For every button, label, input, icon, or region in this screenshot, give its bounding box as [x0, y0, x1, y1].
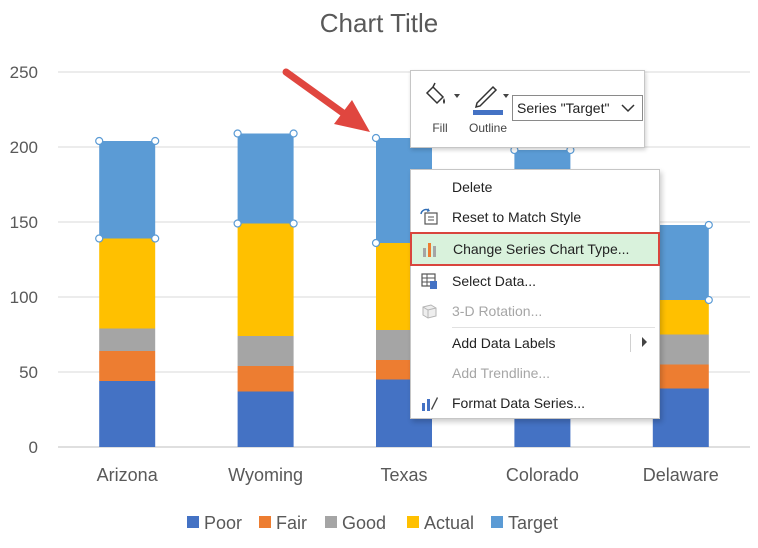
bar-segment-good-delaware[interactable] [652, 334, 709, 365]
selection-handle[interactable] [233, 219, 242, 228]
series-selector-value: Series "Target" [517, 100, 610, 116]
menu-item-label: Change Series Chart Type... [453, 241, 630, 257]
y-tick-label: 200 [10, 138, 38, 157]
menu-item-label: Delete [452, 179, 493, 195]
y-tick-label: 100 [10, 288, 38, 307]
cube-icon [422, 304, 437, 319]
selection-handle[interactable] [233, 129, 242, 138]
menu-item-3d-rotation[interactable]: 3-D Rotation... [411, 296, 659, 326]
menu-item-select-data[interactable]: Select Data... [411, 266, 659, 296]
menu-item-format-data-series[interactable]: Format Data Series... [411, 388, 659, 418]
x-tick-label: Wyoming [228, 465, 303, 485]
format-series-icon [422, 397, 438, 411]
menu-item-add-data-labels[interactable]: Add Data Labels [411, 328, 659, 358]
mini-toolbar: Fill Outline Series "Target" [410, 70, 645, 148]
legend-label-poor[interactable]: Poor [204, 513, 242, 533]
fill-label: Fill [432, 121, 448, 135]
y-tick-label: 0 [29, 438, 38, 457]
bar-segment-good-arizona[interactable] [99, 328, 156, 352]
submenu-divider [630, 334, 631, 352]
reset-style-icon [420, 208, 438, 225]
menu-item-label: 3-D Rotation... [452, 303, 543, 319]
annotation-arrow [282, 68, 370, 132]
x-axis-tick-labels: Arizona Wyoming Texas Colorado Delaware [97, 465, 719, 485]
bar-segment-fair-delaware[interactable] [652, 364, 709, 389]
bar-segment-target-delaware[interactable] [652, 225, 709, 300]
bar-segment-poor-delaware[interactable] [652, 388, 709, 448]
legend[interactable]: Poor Fair Good Actual Target [187, 513, 558, 533]
menu-item-label: Format Data Series... [452, 395, 586, 411]
chevron-down-icon [621, 104, 635, 113]
selection-handle[interactable] [371, 133, 381, 143]
chart-title[interactable]: Chart Title [320, 8, 439, 38]
bar-segment-actual-wyoming[interactable] [237, 223, 294, 337]
legend-swatch [187, 516, 199, 528]
context-menu: Delete Reset to Match Style Change Serie… [410, 169, 660, 419]
menu-item-reset-to-match-style[interactable]: Reset to Match Style [411, 202, 659, 232]
bar-segment-actual-delaware[interactable] [652, 300, 709, 335]
submenu-arrow-icon [642, 337, 647, 347]
legend-swatch [325, 516, 337, 528]
fill-button[interactable]: Fill [417, 77, 463, 143]
x-tick-label: Arizona [97, 465, 159, 485]
legend-label-fair[interactable]: Fair [276, 513, 307, 533]
menu-separator [452, 327, 655, 328]
bar-segment-actual-arizona[interactable] [99, 238, 156, 329]
selection-handle[interactable] [704, 295, 713, 305]
y-tick-label: 150 [10, 213, 38, 232]
y-tick-label: 50 [19, 363, 38, 382]
outline-button[interactable]: Outline [465, 77, 511, 143]
selection-handle[interactable] [289, 129, 298, 138]
bar-segment-good-wyoming[interactable] [237, 336, 294, 366]
legend-label-target[interactable]: Target [508, 513, 558, 533]
selection-handle[interactable] [95, 136, 104, 146]
select-data-icon [421, 273, 437, 289]
menu-item-label: Add Data Labels [452, 335, 556, 351]
menu-item-delete[interactable]: Delete [411, 172, 659, 202]
menu-item-label: Reset to Match Style [452, 209, 582, 225]
selection-handle[interactable] [289, 219, 298, 228]
selection-handle[interactable] [95, 234, 104, 243]
paint-bucket-icon [425, 82, 460, 105]
selection-handle[interactable] [371, 238, 381, 248]
legend-swatch [407, 516, 419, 528]
bar-segment-poor-arizona[interactable] [99, 381, 156, 447]
bar-segment-target-wyoming[interactable] [237, 133, 294, 224]
x-tick-label: Delaware [643, 465, 719, 485]
x-tick-label: Colorado [506, 465, 579, 485]
selection-handle[interactable] [151, 136, 160, 146]
x-tick-label: Texas [380, 465, 427, 485]
pen-outline-icon [473, 85, 509, 115]
menu-item-add-trendline[interactable]: Add Trendline... [411, 358, 659, 388]
menu-item-label: Add Trendline... [452, 365, 551, 381]
bar-segment-poor-wyoming[interactable] [237, 391, 294, 448]
selection-handle[interactable] [704, 220, 713, 230]
y-tick-label: 250 [10, 63, 38, 82]
legend-label-good[interactable]: Good [342, 513, 386, 533]
y-axis-tick-labels: 0 50 100 150 200 250 [10, 63, 38, 457]
menu-item-change-series-chart-type[interactable]: Change Series Chart Type... [410, 232, 660, 266]
legend-swatch [259, 516, 271, 528]
selection-handle[interactable] [151, 234, 160, 243]
chart-type-icon [423, 243, 436, 257]
legend-label-actual[interactable]: Actual [424, 513, 474, 533]
menu-item-label: Select Data... [452, 273, 537, 289]
bar-segment-fair-wyoming[interactable] [237, 366, 294, 392]
bar-segment-fair-arizona[interactable] [99, 351, 156, 381]
series-selector[interactable]: Series "Target" [512, 95, 643, 121]
bar-segment-target-arizona[interactable] [99, 141, 156, 239]
outline-label: Outline [468, 121, 508, 135]
legend-swatch [491, 516, 503, 528]
